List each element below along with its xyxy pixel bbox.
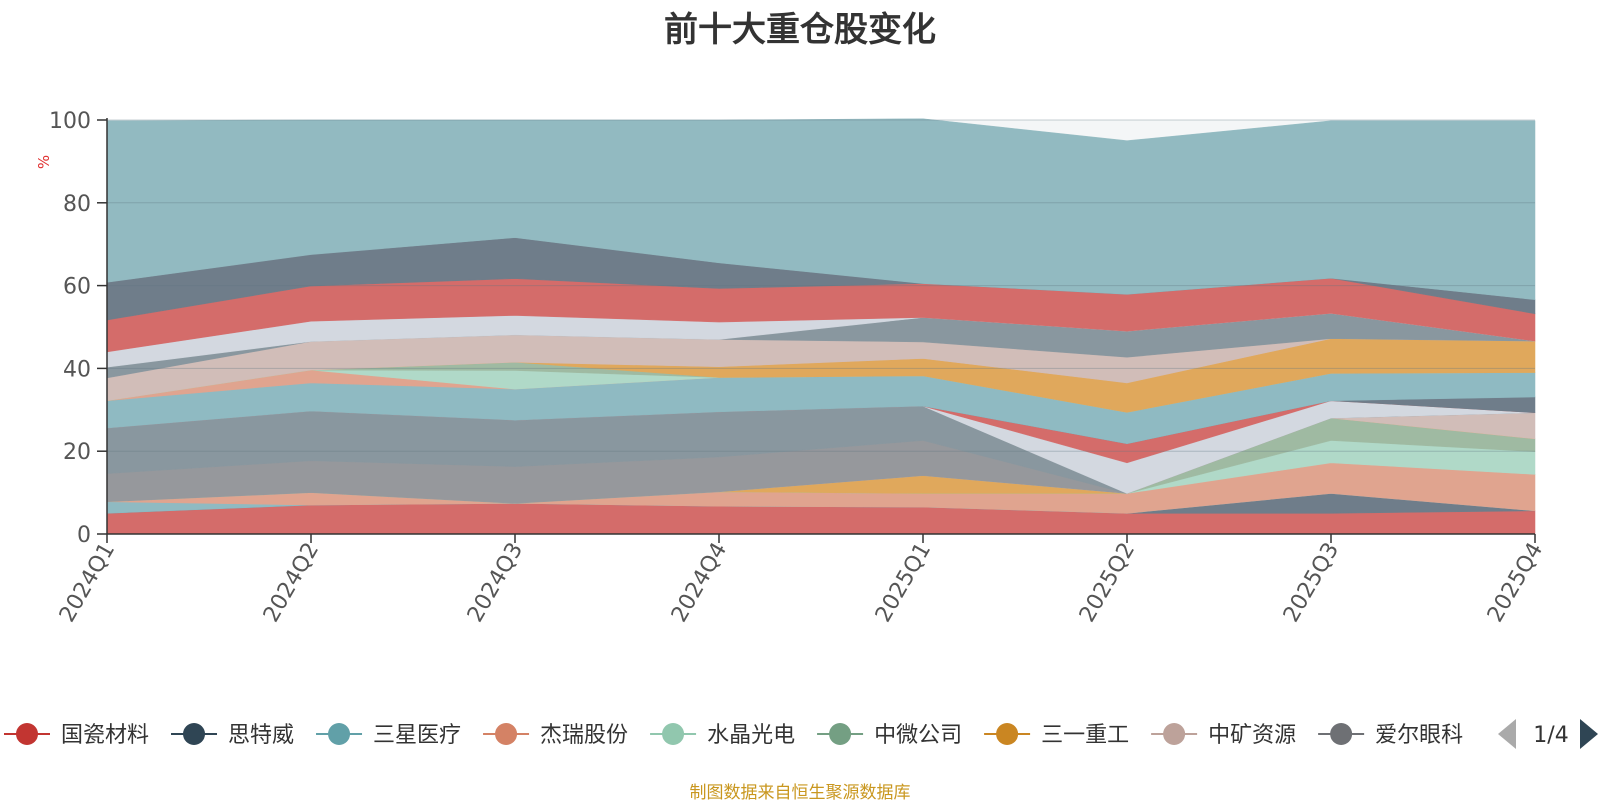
triangle-left-icon[interactable]: [1498, 719, 1516, 749]
legend-item-水晶光电[interactable]: 水晶光电: [650, 723, 795, 748]
legend-marker: [996, 723, 1019, 745]
y-tick-label: 80: [63, 192, 91, 217]
legend-marker: [183, 723, 206, 745]
legend-label: 中微公司: [874, 723, 962, 748]
x-tick-label: 2025Q3: [1279, 539, 1344, 627]
x-tick-label: 2024Q4: [667, 539, 732, 627]
y-tick-label: 20: [63, 440, 91, 465]
y-tick-label: 0: [77, 523, 91, 548]
x-tick-label: 2024Q2: [259, 539, 324, 627]
y-tick-label: 40: [63, 357, 91, 382]
legend-item-爱尔眼科[interactable]: 爱尔眼科: [1318, 723, 1463, 748]
legend-marker: [662, 723, 685, 745]
triangle-right-icon[interactable]: [1580, 719, 1598, 749]
legend-label: 水晶光电: [707, 723, 795, 748]
x-tick-label: 2024Q1: [55, 539, 120, 627]
y-axis-unit: %: [35, 155, 53, 169]
source-note: 制图数据来自恒生聚源数据库: [689, 783, 911, 803]
legend-item-思特威[interactable]: 思特威: [171, 723, 294, 748]
legend-marker: [16, 723, 38, 745]
chart-title: 前十大重仓股变化: [664, 10, 936, 50]
x-tick-label: 2025Q2: [1075, 539, 1140, 627]
legend-label: 中矿资源: [1208, 723, 1296, 748]
legend-label: 爱尔眼科: [1375, 723, 1463, 748]
legend-label: 国瓷材料: [61, 723, 149, 748]
legend-item-三一重工[interactable]: 三一重工: [984, 723, 1129, 748]
legend-item-中矿资源[interactable]: 中矿资源: [1151, 723, 1296, 748]
legend-marker: [328, 723, 351, 745]
legend-label: 杰瑞股份: [540, 723, 628, 748]
legend-marker: [495, 723, 518, 745]
legend-item-杰瑞股份[interactable]: 杰瑞股份: [483, 723, 628, 748]
legend-marker: [1330, 723, 1353, 745]
y-tick-label: 60: [63, 275, 91, 300]
legend-page-indicator: 1/4: [1533, 723, 1568, 748]
legend-label: 思特威: [228, 723, 294, 748]
area-series-其他: [106, 118, 1536, 301]
legend-item-中微公司[interactable]: 中微公司: [817, 723, 962, 748]
legend-item-国瓷材料[interactable]: 国瓷材料: [4, 723, 149, 748]
x-tick-label: 2025Q1: [871, 539, 936, 627]
x-tick-label: 2025Q4: [1483, 539, 1548, 627]
legend-label: 三星医疗: [373, 723, 461, 748]
x-tick-label: 2024Q3: [463, 539, 528, 627]
legend-marker: [829, 723, 852, 745]
legend-label: 三一重工: [1041, 723, 1129, 748]
legend-marker: [1163, 723, 1186, 745]
y-tick-label: 100: [49, 109, 91, 134]
legend-item-三星医疗[interactable]: 三星医疗: [316, 723, 461, 748]
